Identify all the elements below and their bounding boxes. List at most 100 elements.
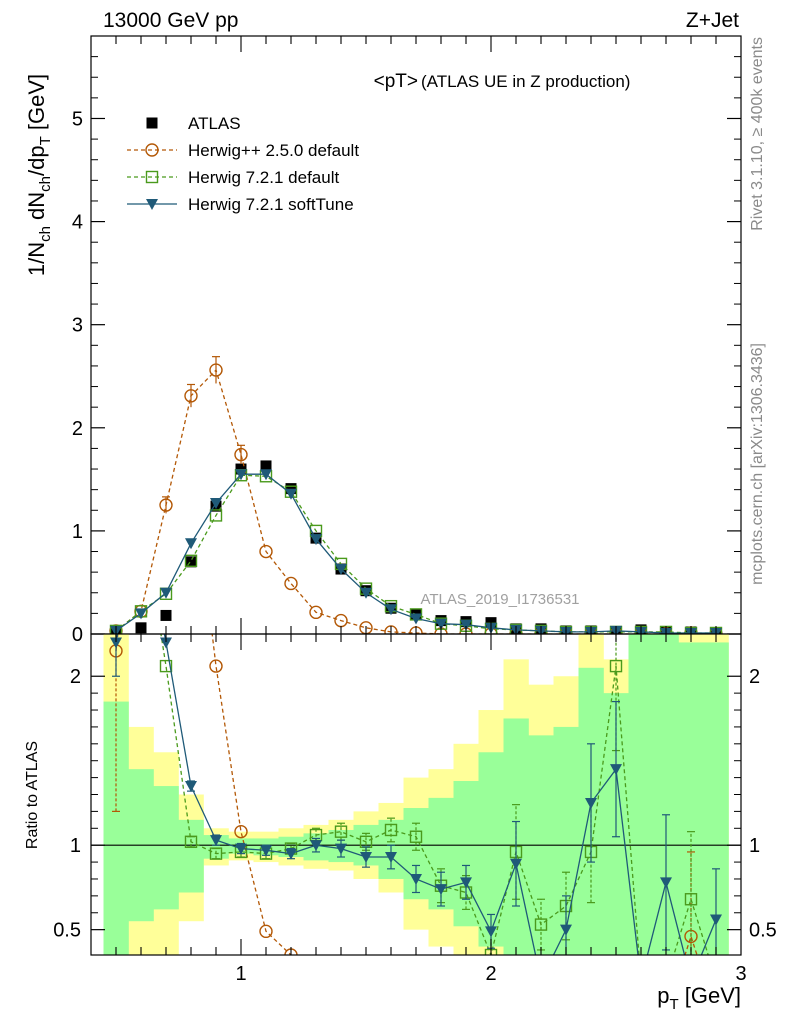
main-data-point <box>209 363 223 377</box>
ratio-band-1sigma <box>153 786 179 910</box>
main-data-point <box>360 587 372 599</box>
ratio-data-point <box>259 924 273 939</box>
ratio-band-1sigma <box>178 819 204 893</box>
main-y-tick-label: 1 <box>72 521 83 543</box>
main-data-point <box>260 469 272 481</box>
ratio-data-point <box>585 797 597 809</box>
main-data-point <box>285 488 297 500</box>
ratio-data-point <box>335 843 347 855</box>
main-y-tick-label: 0 <box>72 624 83 646</box>
main-panel-series <box>109 356 723 634</box>
ratio-y-tick-label: 2 <box>70 666 81 688</box>
main-series-0 <box>110 460 722 634</box>
ratio-data-point <box>160 637 172 649</box>
main-data-point <box>460 619 472 631</box>
ratio-data-point <box>235 843 247 855</box>
main-y-tick-label: 3 <box>72 315 83 337</box>
ratio-series-1 <box>159 634 709 955</box>
main-data-point <box>160 587 172 599</box>
legend-marker <box>146 199 158 210</box>
ratio-band-1sigma <box>628 634 654 955</box>
ratio-data-point <box>710 914 722 926</box>
rivet-version-label: Rivet 3.1.10, ≥ 400k events <box>749 37 766 231</box>
main-data-point <box>260 460 272 472</box>
main-data-point <box>185 556 197 568</box>
main-data-point <box>234 447 248 462</box>
x-axis-label: pT [GeV] <box>657 983 741 1013</box>
legend-marker <box>145 170 159 184</box>
ratio-data-point <box>159 659 173 673</box>
ratio-data-point <box>234 824 248 839</box>
ratio-y-tick-label-right: 2 <box>749 666 760 688</box>
main-y-tick-label: 4 <box>72 212 83 234</box>
main-data-point <box>235 469 247 481</box>
main-data-point <box>109 624 123 634</box>
analysis-watermark: ATLAS_2019_I1736531 <box>420 591 579 608</box>
ratio-data-point <box>210 835 222 847</box>
main-data-point <box>435 618 447 630</box>
ratio-y-tick-label-right: 0.5 <box>749 920 777 942</box>
main-data-point <box>184 554 198 567</box>
legend-marker <box>146 117 158 129</box>
ratio-panel-series <box>109 634 722 955</box>
ratio-series-2 <box>110 634 722 955</box>
ratio-data-point <box>310 840 322 852</box>
main-data-point <box>385 604 397 616</box>
main-data-point <box>384 625 398 634</box>
ratio-data-point <box>209 847 223 860</box>
main-data-point <box>284 576 298 591</box>
ratio-data-point <box>660 877 672 889</box>
ratio-data-point <box>409 830 423 843</box>
ratio-data-point <box>684 893 698 906</box>
main-data-point <box>135 608 147 620</box>
main-series-1 <box>109 356 723 634</box>
main-data-point <box>210 498 222 510</box>
main-data-point <box>309 605 323 620</box>
main-data-point <box>185 538 197 550</box>
main-data-point <box>184 389 198 403</box>
plot-title: <pT> <box>374 71 418 92</box>
main-y-tick-label: 2 <box>72 418 83 440</box>
x-tick-label: 3 <box>735 963 746 985</box>
main-series-line <box>115 368 717 634</box>
main-panel-axes: 0 1 2 3 4 5 <box>72 36 741 646</box>
ratio-panel-axes: 0.5 0.5 1 1 2 2 1 2 3 <box>53 634 777 985</box>
legend-entry-label: ATLAS <box>188 114 241 133</box>
ratio-data-point <box>609 659 623 673</box>
main-y-tick-label: 5 <box>72 108 83 130</box>
ratio-data-point <box>560 924 572 936</box>
process-label: Z+Jet <box>686 9 739 32</box>
ratio-data-point <box>534 918 548 931</box>
ratio-data-point <box>185 781 197 793</box>
legend-entry-label: Herwig 7.2.1 default <box>188 168 339 187</box>
ratio-data-point <box>334 825 348 838</box>
ratio-data-point <box>510 858 522 870</box>
main-data-point <box>160 609 172 621</box>
ratio-data-point <box>385 852 397 864</box>
ratio-data-point <box>460 877 472 889</box>
main-data-point <box>259 544 273 559</box>
ratio-data-point <box>410 873 422 885</box>
legend-marker <box>145 143 159 157</box>
ratio-data-point <box>384 823 398 837</box>
main-data-point <box>209 509 223 522</box>
ratio-data-point <box>184 835 198 849</box>
ratio-data-point <box>110 637 122 649</box>
main-data-point <box>335 564 347 576</box>
ratio-data-point <box>610 764 622 776</box>
legend-entry-label: Herwig 7.2.1 softTune <box>188 195 354 214</box>
energy-label: 13000 GeV pp <box>103 9 238 32</box>
main-data-point <box>410 613 422 625</box>
ratio-data-point <box>209 659 223 673</box>
mcplots-label: mcplots.cern.ch [arXiv:1306.3436] <box>749 343 766 585</box>
ratio-data-point <box>285 848 297 860</box>
legend: ATLAS Herwig++ 2.5.0 default Herwig 7.2.1 … <box>127 114 359 214</box>
ratio-data-point <box>360 852 372 864</box>
main-y-axis-label: 1/Nch dNch/dpT [GeV] <box>24 74 54 276</box>
main-data-point <box>285 483 297 495</box>
x-tick-label: 1 <box>235 963 246 985</box>
ratio-y-tick-label-right: 1 <box>749 835 760 857</box>
ratio-y-tick-label: 1 <box>70 835 81 857</box>
ratio-data-point <box>435 884 447 896</box>
